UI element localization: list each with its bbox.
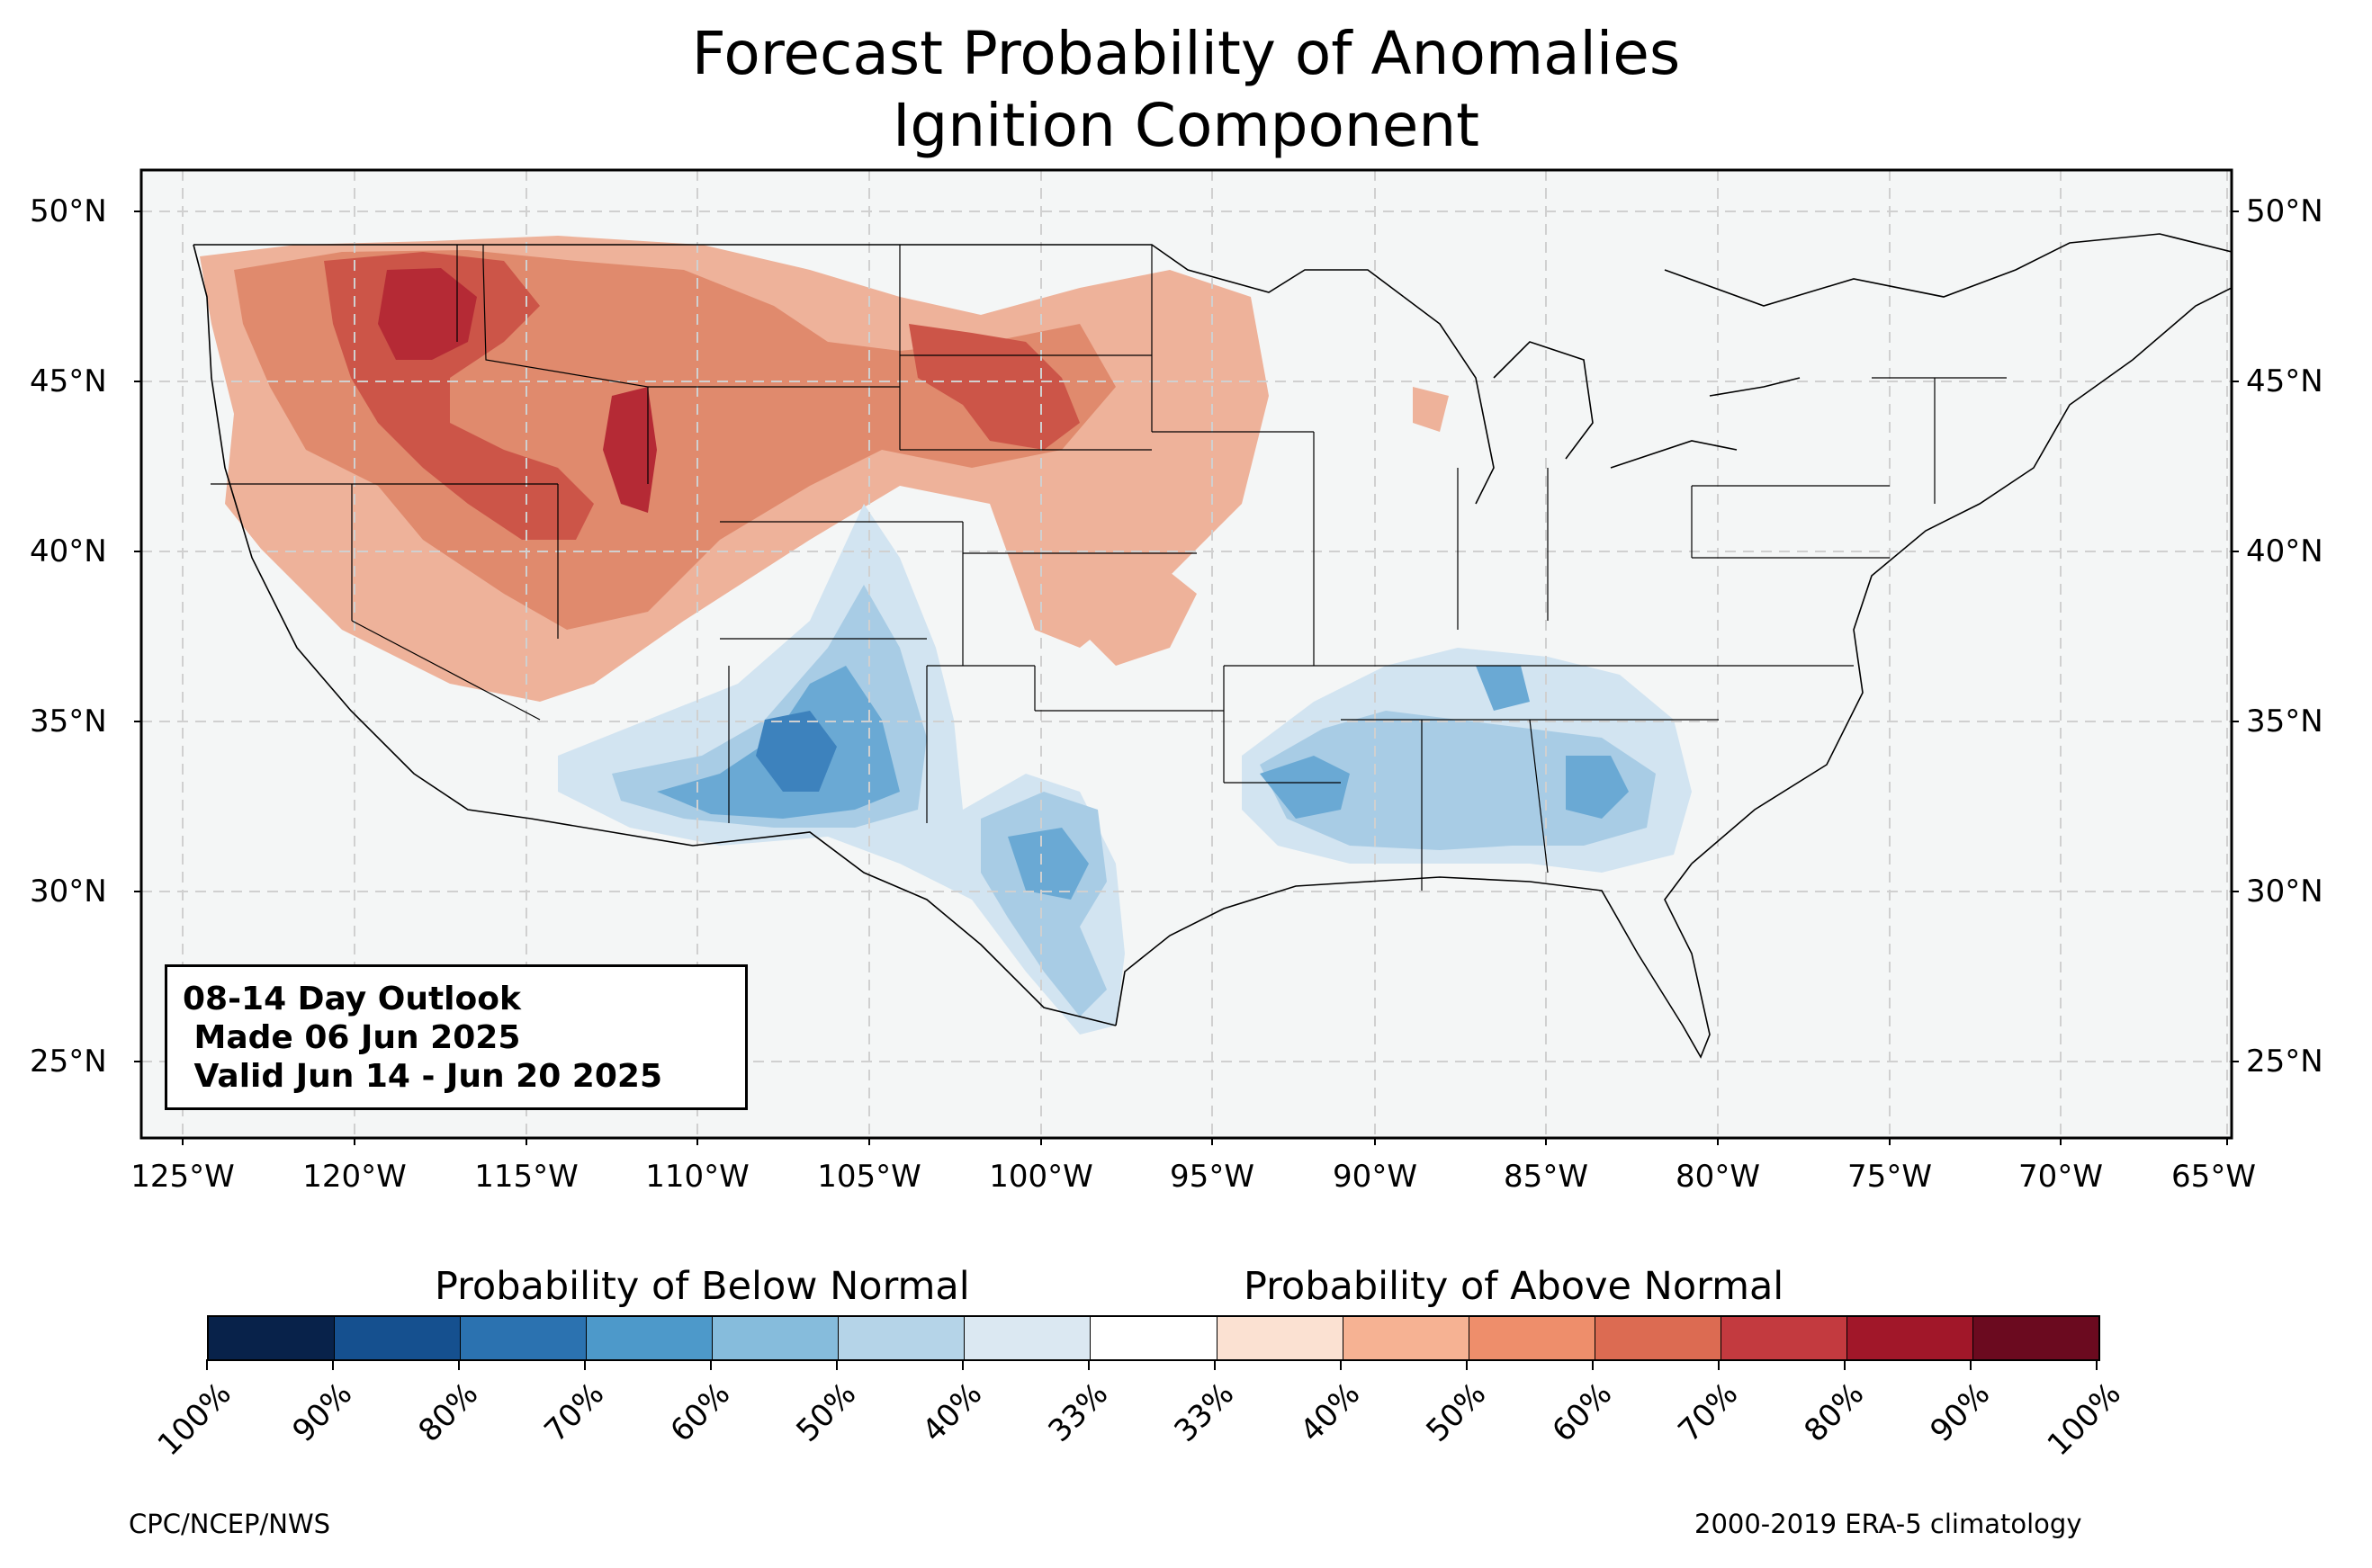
below-region-southeast-60b: [1566, 756, 1629, 819]
colorbar-tick: [332, 1359, 334, 1370]
lat-label-40n-right: 40°N: [2246, 533, 2323, 569]
gulf-coast: [1115, 863, 1711, 1059]
colorbar-segment: [1721, 1317, 1847, 1359]
lat-label-35n-right: 35°N: [2246, 703, 2323, 739]
lon-label-75w: 75°W: [1847, 1159, 1932, 1195]
lon-label-115w: 115°W: [474, 1159, 579, 1195]
footer-climatology: 2000-2019 ERA-5 climatology: [1694, 1509, 2082, 1539]
outlook-made-date: Made 06 Jun 2025: [183, 1019, 521, 1056]
below-region-southeast-60c: [1476, 666, 1530, 711]
colorbar-below-label: Probability of Below Normal: [435, 1264, 970, 1309]
above-region-wisconsin: [1413, 387, 1449, 432]
colorbar-segment: [1469, 1317, 1595, 1359]
colorbar-above-label: Probability of Above Normal: [1244, 1264, 1784, 1309]
lat-label-30n-left: 30°N: [30, 874, 107, 909]
colorbar-segment: [1217, 1317, 1343, 1359]
colorbar-tick: [2096, 1359, 2098, 1370]
lon-label-100w: 100°W: [989, 1159, 1093, 1195]
outlook-valid-range: Valid Jun 14 - Jun 20 2025: [183, 1058, 663, 1095]
colorbar-tick: [1592, 1359, 1594, 1370]
state-borders: [211, 245, 2007, 891]
lat-label-50n-right: 50°N: [2246, 193, 2323, 229]
lon-label-105w: 105°W: [817, 1159, 921, 1195]
canada-east-border: [1664, 233, 2232, 307]
colorbar-segment: [587, 1317, 714, 1359]
colorbar-segment: [461, 1317, 588, 1359]
colorbar-tick: [206, 1359, 208, 1370]
map-title: Forecast Probability of Anomalies: [691, 19, 1681, 88]
colorbar-segment: [713, 1317, 840, 1359]
above-region-plains: [1080, 540, 1197, 666]
below-region-southeast-60: [1260, 756, 1350, 819]
colorbar-segment: [1343, 1317, 1469, 1359]
east-coast: [1691, 287, 2232, 865]
colorbar-tick: [1214, 1359, 1216, 1370]
lon-label-110w: 110°W: [645, 1159, 750, 1195]
outlook-period: 08-14 Day Outlook: [183, 981, 521, 1017]
colorbar-tick: [836, 1359, 838, 1370]
colorbar-segment: [209, 1317, 336, 1359]
colorbar-tick: [1466, 1359, 1468, 1370]
colorbar-tick: [1844, 1359, 1846, 1370]
above-region-utah-80: [603, 387, 657, 513]
outlook-info-box: 08-14 Day Outlook Made 06 Jun 2025 Valid…: [165, 964, 748, 1110]
colorbar: [207, 1315, 2100, 1361]
lat-label-35n-left: 35°N: [30, 703, 107, 739]
coastlines-borders: [193, 233, 2232, 1059]
colorbar-segment: [1846, 1317, 1973, 1359]
lon-label-125w: 125°W: [130, 1159, 235, 1195]
lat-label-25n-left: 25°N: [30, 1044, 107, 1080]
colorbar-segment: [335, 1317, 462, 1359]
below-region-southeast-50: [1260, 711, 1656, 850]
lon-label-90w: 90°W: [1333, 1159, 1417, 1195]
great-lakes: [1403, 296, 1801, 505]
above-region-idaho-80: [378, 268, 477, 360]
lat-label-25n-right: 25°N: [2246, 1044, 2323, 1080]
colorbar-tick: [584, 1359, 586, 1370]
colorbar-tick: [1970, 1359, 1972, 1370]
below-region-southwest-70: [756, 711, 837, 792]
footer-credit: CPC/NCEP/NWS: [129, 1509, 331, 1539]
map-subtitle: Ignition Component: [892, 91, 1480, 160]
colorbar-tick: [1088, 1359, 1090, 1370]
colorbar-segment: [1972, 1317, 2098, 1359]
colorbar-tick: [458, 1359, 460, 1370]
colorbar-segment: [1595, 1317, 1721, 1359]
colorbar-segment: [839, 1317, 966, 1359]
map-frame: [139, 168, 2233, 1140]
axis-ticks: [134, 211, 2239, 1145]
lat-label-40n-left: 40°N: [30, 533, 107, 569]
lon-label-120w: 120°W: [302, 1159, 407, 1195]
lon-label-95w: 95°W: [1170, 1159, 1254, 1195]
lon-label-85w: 85°W: [1504, 1159, 1588, 1195]
colorbar-segment: [965, 1317, 1092, 1359]
colorbar-tick: [1340, 1359, 1342, 1370]
graticule: [141, 170, 2232, 1138]
colorbar-tick: [710, 1359, 712, 1370]
lon-label-70w: 70°W: [2018, 1159, 2103, 1195]
colorbar-tick: [962, 1359, 964, 1370]
lat-label-45n-left: 45°N: [30, 363, 107, 399]
west-coast: [193, 244, 532, 820]
mexico-border: [530, 818, 1117, 1026]
below-region-texas-60: [1008, 828, 1089, 900]
lon-label-80w: 80°W: [1676, 1159, 1760, 1195]
us-canada-border: [193, 244, 1405, 298]
lon-label-65w: 65°W: [2171, 1159, 2256, 1195]
lat-label-50n-left: 50°N: [30, 193, 107, 229]
colorbar-segment: [1091, 1317, 1217, 1359]
lat-label-30n-right: 30°N: [2246, 874, 2323, 909]
lat-label-45n-right: 45°N: [2246, 363, 2323, 399]
colorbar-tick: [1718, 1359, 1720, 1370]
